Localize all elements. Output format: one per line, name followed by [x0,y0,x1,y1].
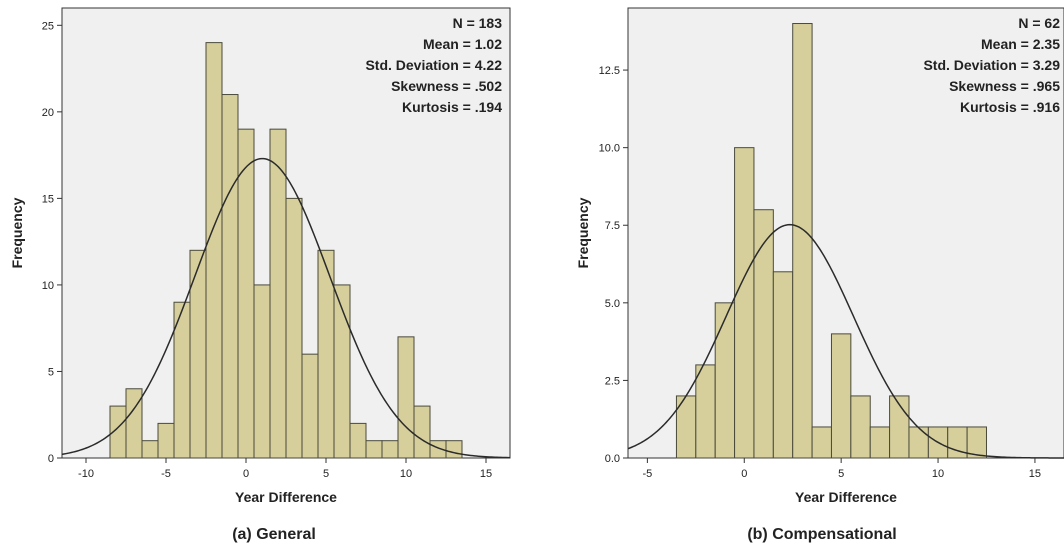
histogram-bar [349,422,367,459]
stats-line: Std. Deviation = 4.22 [365,57,502,73]
histogram-bar [381,440,399,459]
y-tick-label: 15 [42,193,54,205]
y-tick-label: 25 [42,20,54,32]
stats-line: Mean = 1.02 [423,36,502,52]
y-tick-label: 10 [42,280,54,292]
x-axis-label: Year Difference [235,489,337,505]
x-tick-label: 0 [741,468,747,480]
x-tick-label: 5 [323,468,329,480]
y-tick-label: 10.0 [599,143,620,155]
y-axis-label: Frequency [9,197,25,268]
y-axis-label: Frequency [575,197,591,268]
histogram-panel-b: 0.0 2.5 5.0 7.5 10.0 12.5 -5 0 5 10 15 Year Differe… [575,7,1064,505]
y-tick-label: 0 [48,453,54,465]
histogram-bar [269,128,287,459]
histogram-bar [125,388,143,459]
y-tick-label: 2.5 [605,375,620,387]
y-tick-label: 0.0 [605,453,620,465]
x-tick-label: 0 [243,468,249,480]
stats-line: Mean = 2.35 [981,36,1060,52]
histogram-bar [714,302,736,459]
stats-line: Kurtosis = .916 [960,99,1060,115]
y-tick-label: 20 [42,107,54,119]
stats-line: Skewness = .502 [391,78,502,94]
x-tick-label: -5 [642,468,652,480]
x-axis-label: Year Difference [795,489,897,505]
histogram-bar [221,94,239,459]
stats-line: Kurtosis = .194 [402,99,502,115]
x-tick-label: 15 [480,468,492,480]
x-tick-label: 10 [932,468,944,480]
x-tick-label: 15 [1029,468,1041,480]
histogram-bar [445,440,463,459]
histogram-bar [333,284,351,459]
histogram-bar [850,395,871,459]
y-tick-label: 5 [48,366,54,378]
histogram-bar [157,422,175,459]
x-tick-label: 10 [400,468,412,480]
stats-line: N = 62 [1018,15,1060,31]
histogram-bar [772,271,794,459]
caption-compensational: (b) Compensational [747,526,897,543]
histogram-bar [811,426,832,459]
histogram-bar [792,23,813,459]
histogram-bar [753,209,774,459]
histogram-bar [734,147,755,459]
histogram-bar [365,440,383,459]
stats-line: Std. Deviation = 3.29 [923,57,1060,73]
histogram-bar [695,364,716,459]
histogram-bar [253,284,271,459]
histogram-bar [830,333,852,459]
histogram-bar [413,405,431,459]
histogram-bar [141,440,159,459]
y-tick-label: 7.5 [605,220,620,232]
y-tick-label: 5.0 [605,298,620,310]
histogram-bar [947,426,968,459]
histogram-panel-a: 0 5 10 15 20 25 -10 -5 0 5 10 15 Year Difference Freq… [9,7,511,505]
histogram-bar [869,426,891,459]
y-tick-label: 12.5 [599,65,620,77]
normal-curve [61,157,511,459]
histogram-bar [285,197,303,459]
normal-curve [627,223,1064,459]
histogram-bar [966,426,987,459]
histogram-bar [237,128,255,459]
histogram-bar [397,336,415,459]
histogram-bar [301,353,319,459]
stats-line: N = 183 [453,15,503,31]
x-tick-label: 5 [838,468,844,480]
histogram-bar [908,426,929,459]
caption-general: (a) General [232,526,316,543]
x-tick-label: -10 [78,468,94,480]
histogram-bar [205,42,223,459]
x-tick-label: -5 [161,468,171,480]
stats-line: Skewness = .965 [949,78,1060,94]
